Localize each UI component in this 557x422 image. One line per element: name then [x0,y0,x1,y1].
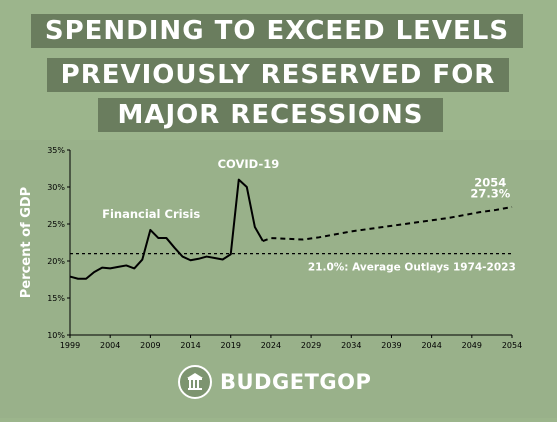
x-tick-label: 2004 [100,341,120,350]
end-year-label: 2054 [474,175,506,189]
financial-crisis-label: Financial Crisis [102,207,200,221]
y-tick-label: 30% [47,183,65,192]
line-chart: 1999 2004 2009 2014 2019 2024 2029 2034 2039 2044… [19,146,522,350]
end-value-label: 27.3% [470,186,510,200]
brand-logo: BUDGETGOP [178,363,371,401]
x-tick-label: 2034 [341,341,361,350]
title-line-1: SPENDING TO EXCEED LEVELS [31,14,523,48]
x-tick-label: 2049 [462,341,482,350]
x-tick-label: 2029 [301,341,321,350]
x-tick-label: 2019 [221,341,241,350]
y-tick-label: 35% [47,146,65,155]
x-tick-label: 2039 [381,341,401,350]
capitol-seal-icon [178,365,212,399]
reference-line-group: 21.0%: Average Outlays 1974-2023 [70,252,516,274]
y-tick-label: 20% [47,257,65,266]
chart-ticks: 1999 2004 2009 2014 2019 2024 2029 2034 2039 2044… [19,146,522,350]
title-line-2: PREVIOUSLY RESERVED FOR [47,58,509,92]
covid-label: COVID-19 [218,157,280,171]
projected-spending-line [262,205,513,242]
x-tick-label: 2024 [261,341,281,350]
series-lines [69,178,513,280]
average-outlays-label: 21.0%: Average Outlays 1974-2023 [308,262,516,274]
x-tick-label: 2009 [140,341,160,350]
x-tick-label: 2014 [180,341,200,350]
chart-axes [69,150,512,336]
brand-name: BUDGETGOP [220,370,372,394]
x-tick-label: 2044 [421,341,441,350]
y-tick-label: 15% [47,294,65,303]
x-tick-label: 1999 [60,341,80,350]
x-tick-label: 2054 [502,341,522,350]
title-line-3: MAJOR RECESSIONS [98,98,443,132]
y-tick-label: 25% [47,220,65,229]
y-tick-label: 10% [47,331,65,340]
chart-panel: 1999 2004 2009 2014 2019 2024 2029 2034 2039 2044… [0,140,557,418]
y-axis-title: Percent of GDP [19,187,34,298]
historical-spending-line [69,178,264,280]
